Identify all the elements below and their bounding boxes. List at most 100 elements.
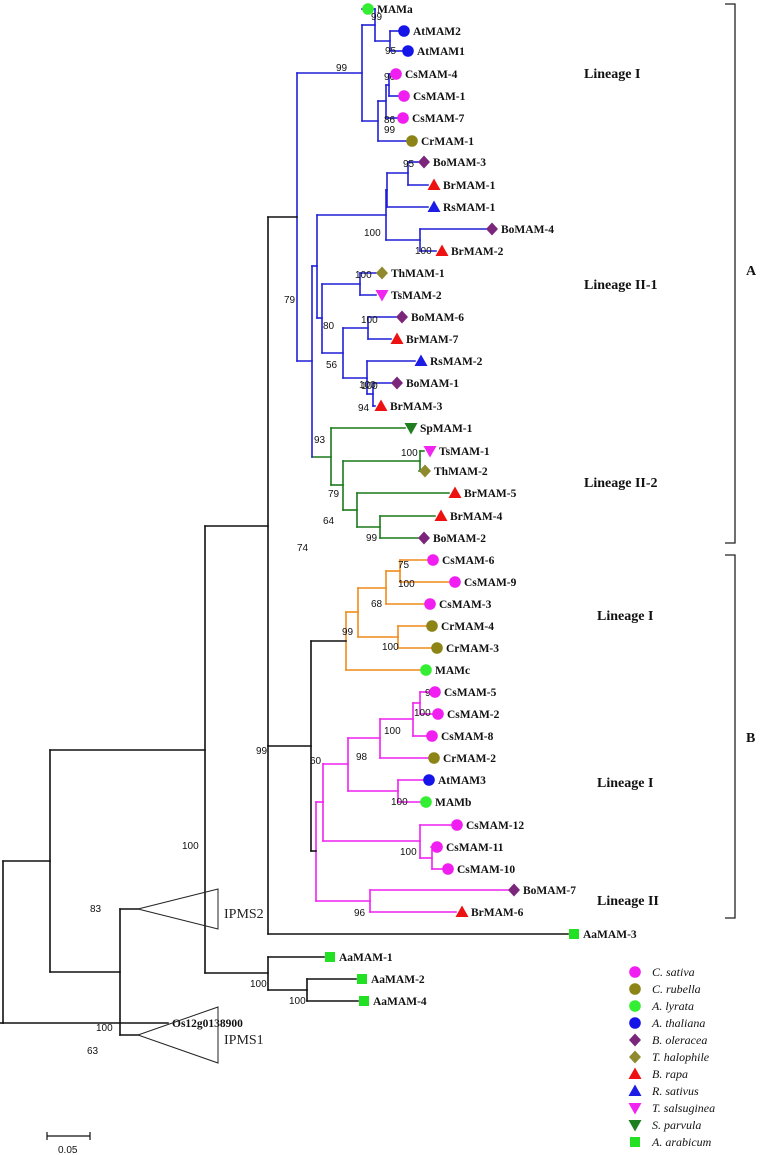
bootstrap-value: 93 <box>314 435 326 446</box>
species-marker-bo <box>486 222 498 236</box>
species-marker-th <box>419 464 431 478</box>
legend-label: T. halophile <box>652 1050 710 1064</box>
leaf-label: MAMa <box>377 4 413 16</box>
legend-label: C. rubella <box>652 982 701 996</box>
leaf-label: BoMAM-6 <box>411 312 464 324</box>
species-marker-br <box>390 332 404 344</box>
group-brackets: AB <box>725 3 757 919</box>
scale-bar-label: 0.05 <box>58 1145 78 1155</box>
leaf-label: BoMAM-1 <box>406 378 459 390</box>
legend-label: A. thaliana <box>651 1016 705 1030</box>
species-marker-cs <box>398 90 410 102</box>
leaf-label: BoMAM-4 <box>501 224 554 236</box>
bootstrap-value: 60 <box>310 756 322 767</box>
bootstrap-value: 100 <box>384 726 401 737</box>
legend-marker-th <box>629 1050 641 1064</box>
species-marker-bo <box>418 531 430 545</box>
legend-marker-br <box>628 1067 642 1079</box>
bootstrap-value: 79 <box>284 295 296 306</box>
leaf-label: CrMAM-1 <box>421 136 474 148</box>
leaf-label: CsMAM-5 <box>444 687 497 699</box>
species-marker-cs <box>451 819 463 831</box>
leaf-label: TsMAM-1 <box>439 446 490 458</box>
leaf-label: TsMAM-2 <box>391 290 442 302</box>
leaf-label: BrMAM-4 <box>450 511 503 523</box>
leaf-label: RsMAM-1 <box>443 202 496 214</box>
bootstrap-value: 100 <box>96 1023 113 1034</box>
bootstrap-value: 100 <box>391 797 408 808</box>
leaf-label: ThMAM-1 <box>391 268 445 280</box>
bootstrap-value: 100 <box>364 228 381 239</box>
leaf-label: AaMAM-4 <box>373 996 427 1008</box>
leaf-label: AtMAM2 <box>413 26 461 38</box>
legend-label: R. sativus <box>651 1084 699 1098</box>
legend-label: A. arabicum <box>651 1135 712 1149</box>
species-marker-ts <box>375 290 389 302</box>
species-marker-cr <box>426 620 438 632</box>
lineage-label: Lineage II <box>597 894 659 909</box>
collapsed-clades: IPMS2 IPMS1 <box>136 888 264 1064</box>
species-marker-cs <box>427 554 439 566</box>
leaf-label: MAMb <box>435 797 471 809</box>
species-legend: C. sativa C. rubella A. lyrata A. thaliana B… <box>628 965 715 1149</box>
species-marker-rs <box>427 200 441 212</box>
bootstrap-value: 80 <box>323 321 335 332</box>
bootstrap-value: 63 <box>87 1046 99 1057</box>
legend-marker-al <box>629 1000 641 1012</box>
leaf-label: ThMAM-2 <box>434 466 488 478</box>
bootstrap-value: 100 <box>361 381 378 392</box>
lineage-label: Lineage II-1 <box>584 278 658 293</box>
legend-label: T. salsuginea <box>652 1101 715 1115</box>
lineage-label: Lineage I <box>597 609 653 624</box>
leaf-label: BrMAM-1 <box>443 180 496 192</box>
leaf-label: BrMAM-5 <box>464 488 517 500</box>
leaf-label: Os12g0138900 <box>172 1018 243 1030</box>
species-marker-br <box>427 178 441 190</box>
species-marker-cs <box>429 686 441 698</box>
bootstrap-value: 100 <box>401 448 418 459</box>
leaf-label: CsMAM-8 <box>441 731 494 743</box>
species-marker-al <box>420 796 432 808</box>
bootstrap-value: 100 <box>382 642 399 653</box>
species-marker-br <box>435 244 449 256</box>
species-marker-aa <box>325 952 335 962</box>
collapsed-clade-label: IPMS1 <box>224 1033 264 1048</box>
bootstrap-value: 99 <box>384 125 396 136</box>
leaf-label: BoMAM-2 <box>433 533 486 545</box>
leaf-label: CrMAM-4 <box>441 621 494 633</box>
species-marker-cs <box>424 598 436 610</box>
collapsed-clade-triangle <box>137 888 219 930</box>
bootstrap-value: 68 <box>371 599 383 610</box>
leaf-label: BrMAM-6 <box>471 907 524 919</box>
bootstrap-value: 64 <box>323 516 335 527</box>
bootstrap-value: 56 <box>326 360 338 371</box>
group-label-b: B <box>746 731 755 746</box>
bootstrap-value: 100 <box>400 847 417 858</box>
species-marker-bo <box>396 310 408 324</box>
leaf-label: SpMAM-1 <box>420 423 473 435</box>
species-marker-cs <box>426 730 438 742</box>
leaf-label: BoMAM-3 <box>433 157 486 169</box>
bootstrap-value: 99 <box>342 627 354 638</box>
species-marker-br <box>448 486 462 498</box>
leaf-label: CsMAM-2 <box>447 709 500 721</box>
bootstrap-value: 100 <box>250 979 267 990</box>
legend-marker-sp <box>628 1120 642 1132</box>
leaf-label: BoMAM-7 <box>523 885 576 897</box>
group-a-bracket <box>725 3 736 544</box>
bootstrap-value: 99 <box>371 12 383 23</box>
bootstrap-value: 96 <box>384 72 396 83</box>
species-marker-cs <box>431 841 443 853</box>
bootstrap-value: 98 <box>356 752 368 763</box>
species-marker-at <box>402 45 414 57</box>
species-marker-at <box>423 774 435 786</box>
bootstrap-value: 99 <box>256 746 268 757</box>
legend-marker-at <box>629 1017 641 1029</box>
leaf-label: CsMAM-10 <box>457 864 515 876</box>
bootstrap-value: 95 <box>385 46 397 57</box>
bootstrap-value: 79 <box>328 489 340 500</box>
lineage-label: Lineage I <box>597 776 653 791</box>
leaf-label: AaMAM-3 <box>583 929 637 941</box>
species-marker-br <box>434 509 448 521</box>
